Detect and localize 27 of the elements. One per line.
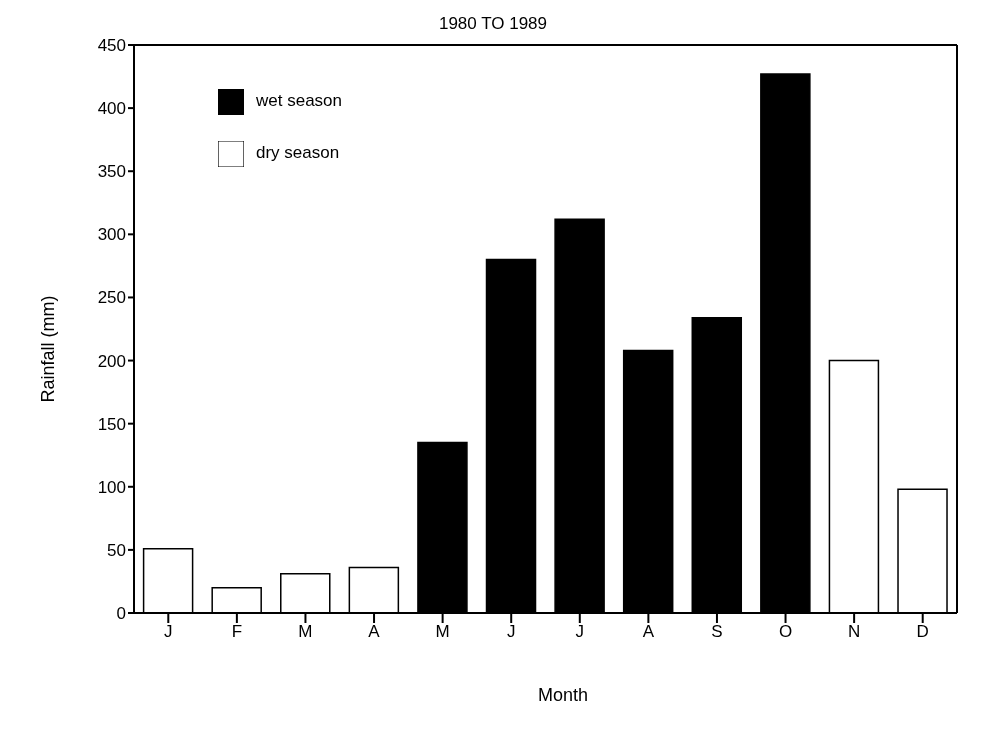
x-tick-label: S xyxy=(711,622,723,642)
x-tick-label: J xyxy=(575,622,585,642)
x-tick-label: J xyxy=(506,622,516,642)
y-tick-label: 400 xyxy=(97,99,126,119)
x-tick-label: J xyxy=(164,622,173,642)
x-tick-label: M xyxy=(435,622,450,642)
x-tick-label: D xyxy=(916,622,929,642)
legend-label: wet season xyxy=(256,91,342,110)
legend-label: dry season xyxy=(256,143,340,162)
y-tick-label: 300 xyxy=(97,225,126,245)
x-axis-title: Month xyxy=(537,685,589,706)
x-tick-label: F xyxy=(231,622,243,642)
y-tick-label: 50 xyxy=(107,540,126,560)
y-tick-label: 150 xyxy=(97,414,126,434)
y-tick-label: 0 xyxy=(116,604,126,624)
x-tick-label: M xyxy=(298,622,313,642)
x-tick-label: O xyxy=(778,622,793,642)
x-tick-label: N xyxy=(847,622,861,642)
y-tick-label: 450 xyxy=(97,36,126,56)
y-tick-label: 200 xyxy=(97,351,126,371)
y-tick-label: 350 xyxy=(97,162,126,182)
y-tick-label: 100 xyxy=(97,477,126,497)
y-tick-label: 250 xyxy=(97,288,126,308)
x-tick-label: A xyxy=(368,622,381,642)
chart-title: 1980 TO 1989 xyxy=(437,14,549,34)
x-tick-label: A xyxy=(642,622,655,642)
y-axis-title: Rainfall (mm) xyxy=(37,294,59,403)
